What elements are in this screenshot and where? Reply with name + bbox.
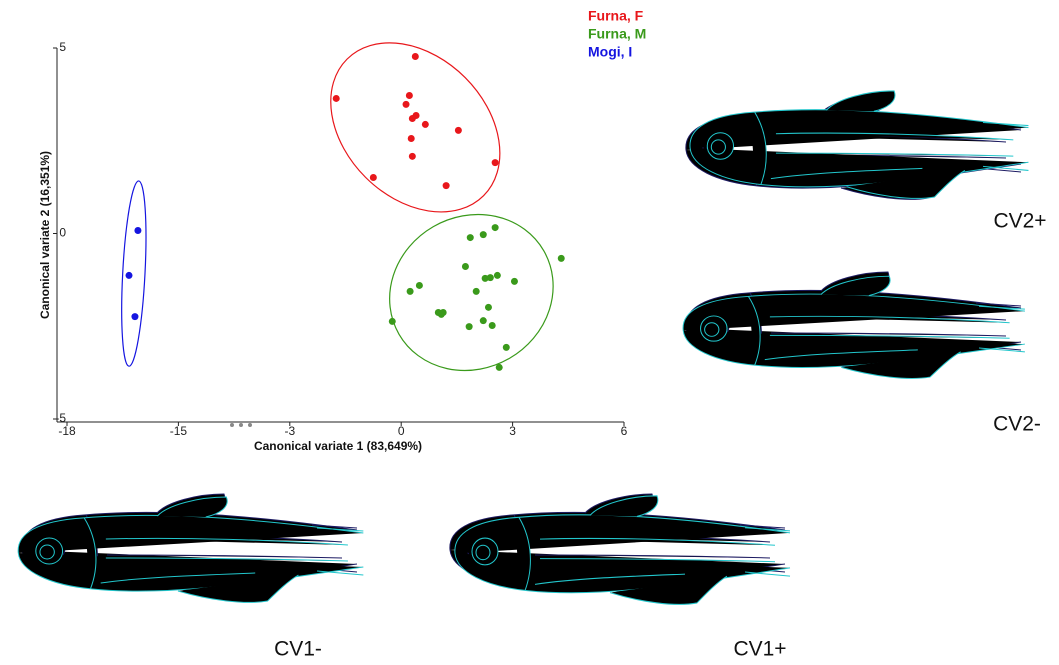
legend-label: Furna, F	[588, 8, 644, 24]
point	[370, 174, 377, 181]
x-tick-label: -3	[284, 424, 295, 438]
point	[489, 322, 496, 329]
shape-label: CV2-	[993, 413, 1041, 436]
point	[412, 53, 419, 60]
point	[558, 255, 565, 262]
legend-label: Furna, M	[588, 26, 646, 42]
point	[492, 224, 499, 231]
point	[462, 263, 469, 270]
point	[131, 313, 138, 320]
point	[492, 159, 499, 166]
point	[438, 311, 445, 318]
shape-label: CV1-	[274, 638, 322, 660]
shape-label: CV2+	[993, 210, 1046, 233]
confidence-ellipse	[118, 180, 150, 366]
point	[134, 227, 141, 234]
point	[406, 92, 413, 99]
point	[416, 282, 423, 289]
x-tick-label: 0	[398, 424, 405, 438]
point	[487, 274, 494, 281]
point	[443, 182, 450, 189]
point	[409, 115, 416, 122]
point	[480, 317, 487, 324]
fish-outline	[450, 494, 790, 604]
point	[389, 318, 396, 325]
point	[126, 272, 133, 279]
y-axis-title: Canonical variate 2 (16,351%)	[38, 151, 52, 319]
fish-outline	[683, 272, 1025, 378]
x-axis-title: Canonical variate 1 (83,649%)	[254, 439, 422, 453]
point	[409, 153, 416, 160]
point	[466, 323, 473, 330]
x-tick-label: -15	[170, 424, 188, 438]
point	[473, 288, 480, 295]
x-tick-label: -18	[58, 424, 76, 438]
point	[455, 127, 462, 134]
point	[511, 278, 518, 285]
x-tick-label: 3	[509, 424, 516, 438]
point	[467, 234, 474, 241]
point	[503, 344, 510, 351]
point	[496, 364, 503, 371]
point	[494, 272, 501, 279]
point	[422, 121, 429, 128]
x-tick-label: 6	[621, 424, 628, 438]
point	[480, 231, 487, 238]
point	[407, 288, 414, 295]
confidence-ellipse	[361, 185, 582, 400]
point	[408, 135, 415, 142]
shape-label: CV1+	[733, 638, 786, 660]
figure: Canonical variate 1 (83,649%) Canonical …	[0, 0, 1059, 660]
legend-label: Mogi, I	[588, 44, 632, 60]
y-tick-label: -5	[55, 411, 66, 425]
fish-outline	[18, 494, 363, 602]
y-tick-label: 0	[59, 226, 66, 240]
axis-break	[230, 423, 252, 427]
y-tick-label: 5	[59, 40, 66, 54]
point	[485, 304, 492, 311]
confidence-ellipse	[297, 9, 533, 245]
fish-outline	[686, 91, 1029, 200]
point	[333, 95, 340, 102]
point	[403, 101, 410, 108]
shape-outlines	[18, 91, 1028, 604]
